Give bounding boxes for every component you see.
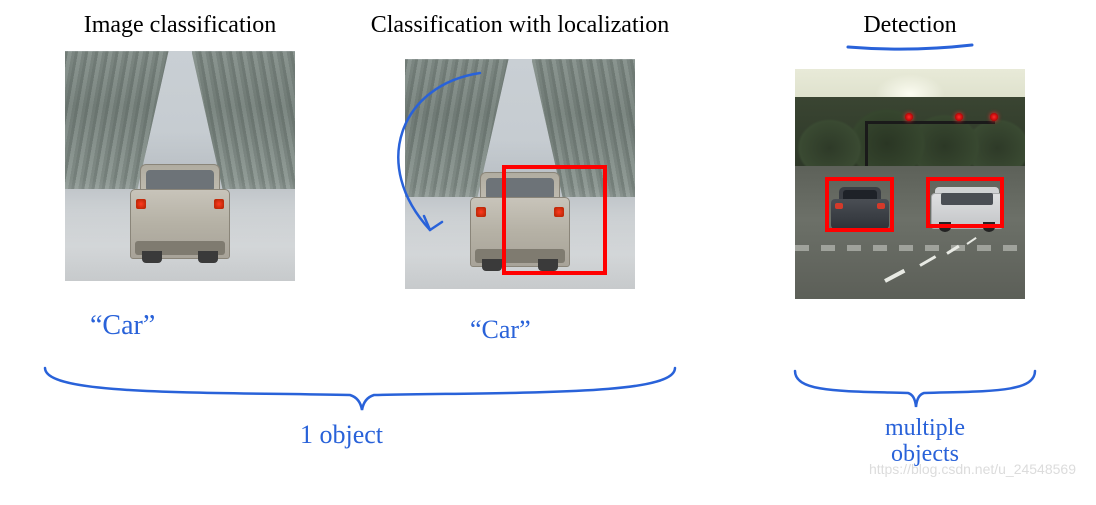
vehicle-suv — [130, 164, 230, 259]
title-detection: Detection — [780, 10, 1040, 41]
image-detection — [795, 69, 1025, 299]
brace-label-multiple: multiple objects — [855, 415, 995, 468]
title-classification: Image classification — [50, 10, 310, 41]
watermark-text: https://blog.csdn.net/u_24548569 — [869, 461, 1076, 477]
bbox-sedan — [825, 177, 894, 232]
underline-detection — [845, 40, 975, 54]
panel-classification-localization: Classification with localization — [370, 10, 670, 289]
hand-label-car-1: “Car” — [90, 310, 155, 342]
scene-snowy-road — [65, 51, 295, 281]
hand-label-car-2: “Car” — [470, 315, 531, 345]
panel-classification: Image classification — [50, 10, 310, 281]
panel-detection: Detection — [780, 10, 1040, 299]
image-classification-localization — [405, 59, 635, 289]
bbox-van — [926, 177, 1004, 228]
brace-label-single: 1 object — [300, 420, 383, 450]
image-classification — [65, 51, 295, 281]
bbox-car-localization — [502, 165, 608, 275]
title-classification-localization: Classification with localization — [370, 10, 670, 41]
